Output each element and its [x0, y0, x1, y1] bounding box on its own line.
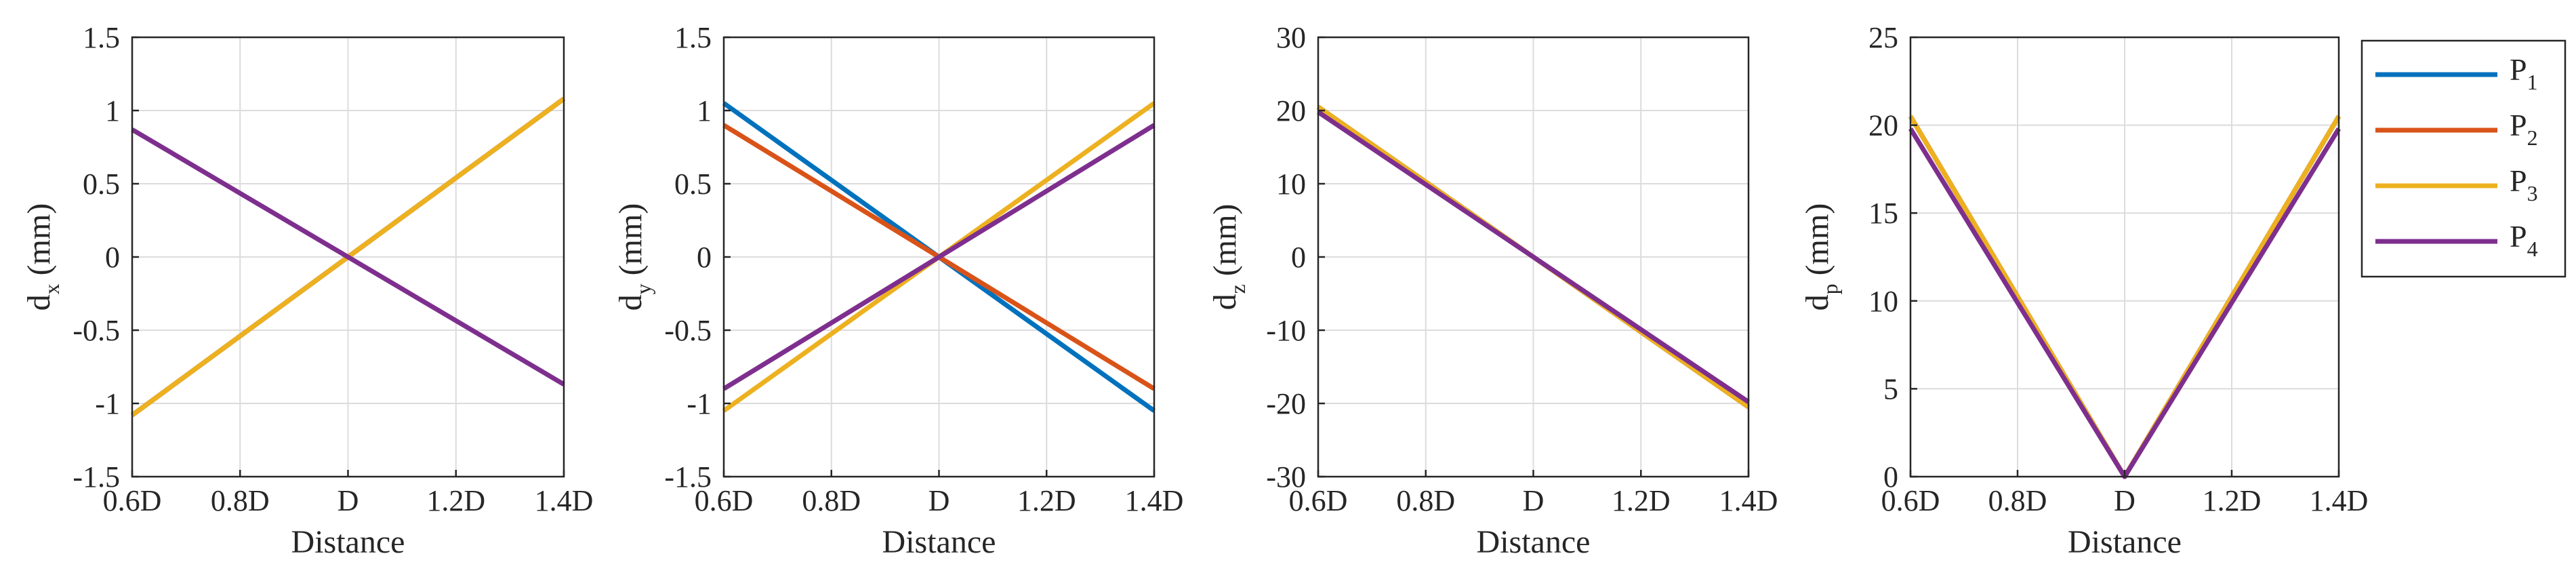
x-tick-label-1: 0.8D [1396, 484, 1455, 517]
series-line-p4 [131, 127, 565, 386]
legend-label-p1: P1 [2510, 52, 2538, 94]
y-tick-label-3: 0 [1291, 241, 1306, 274]
y-tick-label-1: -1 [95, 387, 120, 420]
x-tick-label-1: 0.8D [1988, 484, 2047, 517]
y-tick-label-2: 10 [1868, 285, 1898, 318]
legend-label-p2: P2 [2510, 108, 2538, 150]
y-axis-label-subscript: p [1818, 283, 1842, 294]
x-tick-label-2: D [1523, 484, 1545, 517]
x-tick-label-1: 0.8D [802, 484, 861, 517]
legend-label-subscript: 1 [2527, 70, 2538, 94]
y-tick-label-0: 0 [1883, 460, 1898, 494]
y-tick-label-1: -20 [1266, 387, 1306, 420]
y-axis-label-subscript: z [1225, 284, 1250, 294]
y-tick-label-3: 0 [105, 241, 120, 274]
legend-label-subscript: 2 [2527, 125, 2538, 150]
y-tick-label-3: 15 [1868, 197, 1898, 230]
y-axis-label-subscript: y [631, 283, 655, 294]
legend-label-p4: P4 [2510, 219, 2538, 261]
y-axis-label-base: d [1799, 294, 1835, 311]
series-line-p4 [1317, 110, 1750, 404]
x-tick-label-1: 0.8D [211, 484, 270, 517]
legend-label-base: P [2510, 108, 2527, 142]
x-axis-label: Distance [1477, 524, 1591, 560]
y-axis-label-unit: (mm) [613, 203, 649, 284]
y-tick-label-6: 30 [1276, 21, 1306, 54]
x-tick-label-3: 1.2D [1017, 484, 1076, 517]
x-tick-label-2: D [928, 484, 950, 517]
legend-label-base: P [2510, 163, 2527, 198]
y-tick-label-3: 0 [697, 241, 712, 274]
y-axis-label-unit: (mm) [21, 203, 57, 284]
x-tick-label-4: 1.4D [1125, 484, 1184, 517]
legend-label-subscript: 4 [2527, 237, 2538, 261]
y-axis-label-subscript: x [39, 283, 64, 294]
x-tick-label-0: 0.6D [695, 484, 754, 517]
y-axis-label: dx (mm) [21, 203, 64, 311]
chart-panel-1: 0.6D 0.8D D 1.2D 1.4D -1.5 -1 -0.5 0 0.5 1 1.5 Dista… [21, 21, 593, 560]
y-axis-label-unit: (mm) [1207, 204, 1243, 285]
y-tick-label-1: -1 [687, 387, 712, 420]
series-line-p4 [722, 123, 1156, 391]
y-tick-label-2: -0.5 [73, 314, 120, 347]
y-tick-label-2: -0.5 [664, 314, 712, 347]
x-tick-label-2: D [338, 484, 359, 517]
y-tick-label-0: -30 [1266, 460, 1306, 494]
y-tick-label-2: -10 [1266, 314, 1306, 347]
y-tick-label-4: 0.5 [83, 167, 120, 201]
y-tick-label-5: 25 [1868, 21, 1898, 54]
x-axis-label: Distance [2068, 524, 2182, 560]
x-tick-label-0: 0.6D [103, 484, 162, 517]
x-tick-label-3: 1.2D [426, 484, 485, 517]
y-axis-label: dz (mm) [1207, 204, 1250, 311]
y-tick-label-5: 1 [697, 94, 712, 127]
y-tick-label-1: 5 [1883, 372, 1898, 405]
y-tick-label-5: 1 [105, 94, 120, 127]
y-tick-label-5: 20 [1276, 94, 1306, 127]
chart-panel-2: 0.6D 0.8D D 1.2D 1.4D -1.5 -1 -0.5 0 0.5 1 1.5 Dista… [613, 21, 1183, 560]
x-tick-label-4: 1.4D [1719, 484, 1778, 517]
x-tick-label-2: D [2114, 484, 2135, 517]
legend-label-base: P [2510, 52, 2527, 87]
y-tick-label-4: 20 [1868, 109, 1898, 142]
y-tick-label-0: -1.5 [664, 460, 712, 494]
y-tick-label-6: 1.5 [83, 21, 120, 54]
x-axis-label: Distance [882, 524, 996, 560]
y-axis-label: dp (mm) [1799, 203, 1842, 311]
y-tick-label-6: 1.5 [674, 21, 712, 54]
chart-panel-3: 0.6D 0.8D D 1.2D 1.4D -30 -20 -10 0 10 20 30 Distanc… [1207, 21, 1778, 560]
y-axis-label-base: d [613, 294, 649, 311]
legend-box [2360, 39, 2567, 278]
y-axis-label-base: d [1207, 294, 1243, 310]
x-tick-label-0: 0.6D [1289, 484, 1348, 517]
x-axis-label: Distance [291, 524, 405, 560]
x-tick-label-0: 0.6D [1881, 484, 1940, 517]
y-tick-label-4: 10 [1276, 167, 1306, 201]
chart-panel-4: 0.6D 0.8D D 1.2D 1.4D 0 5 10 15 20 25 Distance dp (m… [1799, 21, 2368, 560]
x-tick-label-4: 1.4D [2310, 484, 2369, 517]
y-axis-label-unit: (mm) [1799, 203, 1835, 284]
x-tick-label-3: 1.2D [2203, 484, 2262, 517]
x-tick-label-4: 1.4D [535, 484, 594, 517]
y-axis-label: dy (mm) [613, 203, 655, 311]
legend-label-subscript: 3 [2527, 181, 2538, 205]
legend-label-base: P [2510, 219, 2527, 254]
y-tick-label-4: 0.5 [674, 167, 712, 201]
y-tick-label-0: -1.5 [73, 460, 120, 494]
legend-label-p3: P3 [2510, 163, 2538, 205]
x-tick-label-3: 1.2D [1612, 484, 1671, 517]
y-axis-label-base: d [21, 294, 57, 311]
